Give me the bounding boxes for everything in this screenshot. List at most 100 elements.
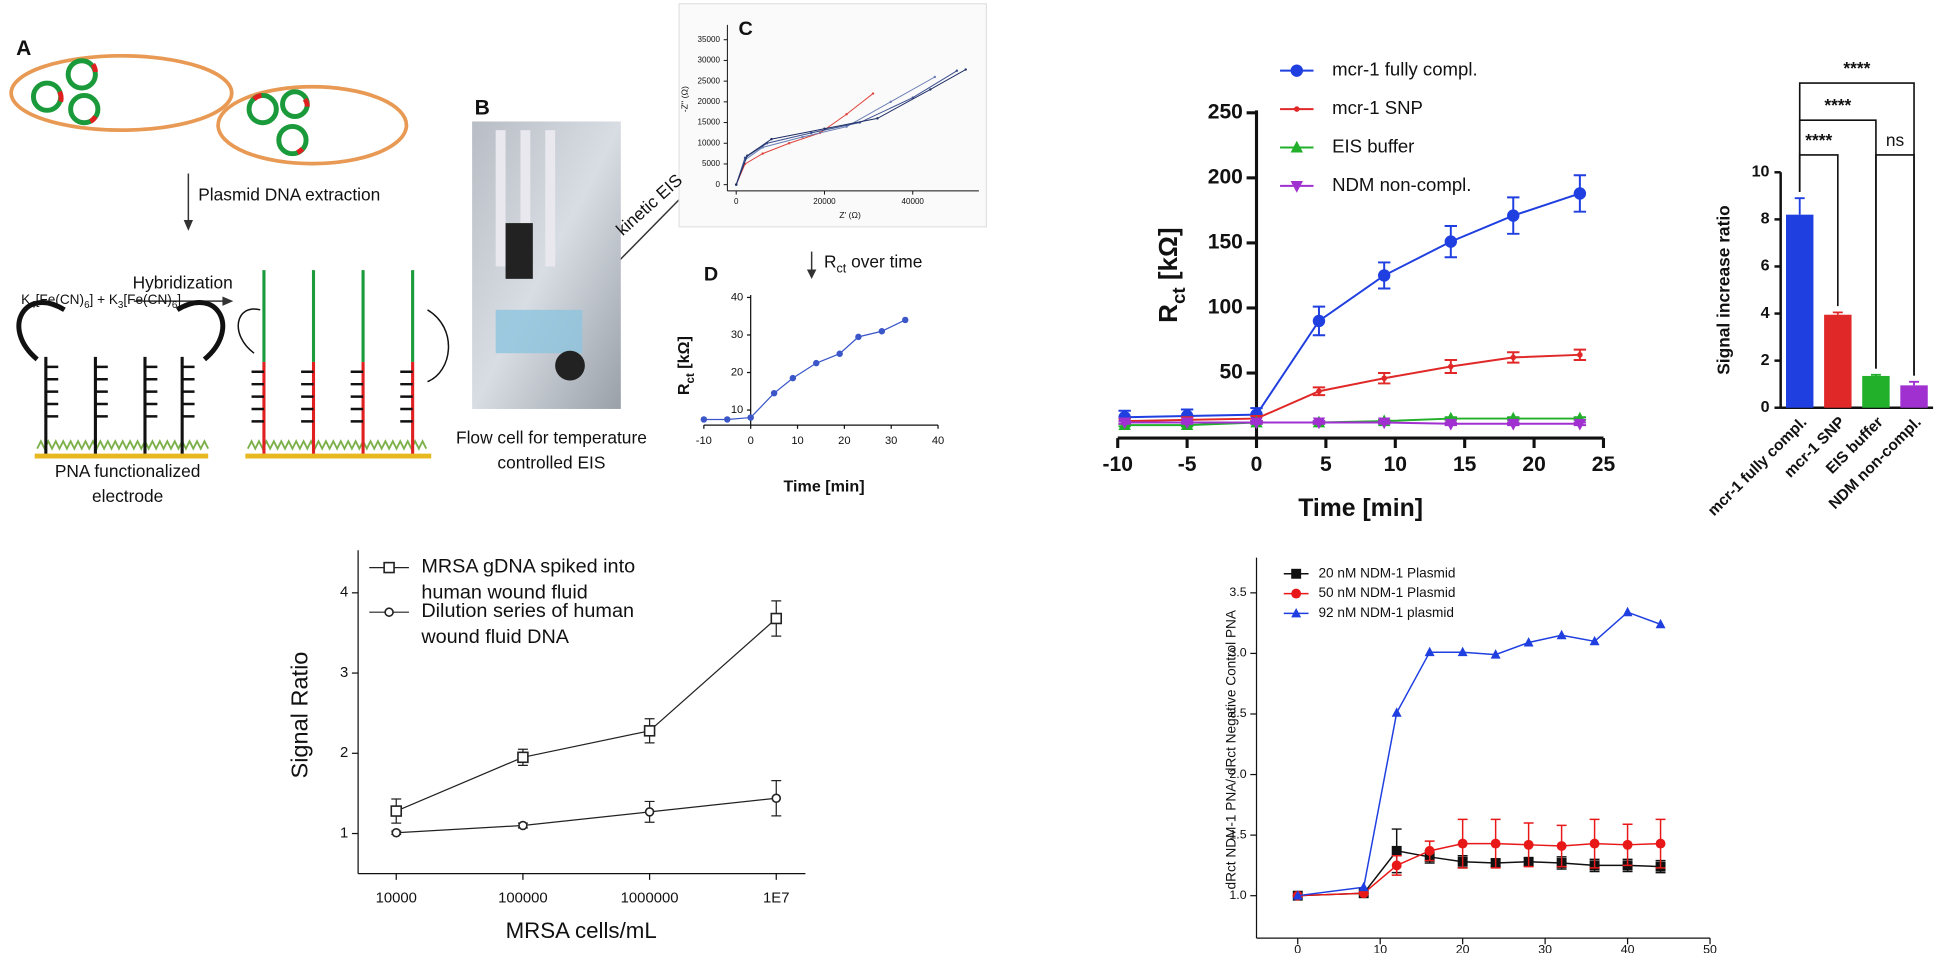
significance-label: **** [1824,95,1851,115]
text-part: over time [846,251,922,271]
significance-bracket [1798,82,1915,376]
y-axis-label: Rct [kΩ] [676,336,698,395]
marker [1391,845,1402,856]
series-line [396,618,777,812]
marker [1655,618,1666,629]
y-tick-label: 4 [340,585,348,601]
marker [770,612,783,625]
step-label: Rct over time [824,251,922,276]
y-tick-label: 5000 [702,159,720,168]
y-tick-label: 3.5 [1229,585,1246,599]
marker [929,88,932,91]
marker [1457,646,1468,657]
marker [1377,269,1391,282]
series-line [1124,353,1580,423]
marker [1589,635,1600,646]
legend-label: mcr-1 fully compl. [1332,59,1478,80]
y-tick-label: 30000 [698,56,721,65]
bar [1786,214,1814,408]
panel-label: D [704,263,718,285]
x-axis-label: Time [min] [1298,495,1423,522]
marker [955,69,959,73]
x-axis-label: Time [min] [784,477,865,495]
x-tick-label: 10 [1384,453,1407,476]
x-tick-label: 0 [1294,943,1301,953]
marker [1424,845,1435,856]
marker [1573,418,1587,431]
x-tick-label: 40000 [902,197,925,206]
text-part: R [676,383,694,395]
x-tick-label: 20 [1456,943,1470,953]
marker [1316,388,1322,395]
marker [1490,838,1501,849]
marker [1290,64,1303,77]
bar [1824,314,1852,408]
series-line [1124,192,1581,419]
x-tick-label: 50 [1703,943,1717,953]
marker [746,154,749,157]
significance-label: **** [1805,130,1832,150]
marker [518,820,528,831]
marker [823,127,826,130]
y-tick-label: 8 [1761,210,1770,228]
x-tick-label: 5 [1320,453,1332,476]
marker [1291,568,1302,579]
marker [1118,417,1131,430]
marker [1556,629,1567,640]
series-line [1124,421,1580,425]
y-tick-label: 100 [1208,296,1243,319]
x-axis-label: Z' (Ω) [839,210,861,220]
electrode-label: PNA functionalized electrode [54,461,201,506]
legend-label: EIS buffer [1332,135,1414,156]
marker [644,807,655,817]
x-tick-label: 40 [932,435,944,447]
text-part: 6 [172,300,178,311]
marker [383,561,395,574]
marker [1391,707,1402,717]
panel-label: B [475,97,490,120]
marker [1291,588,1302,599]
x-tick-label: -10 [1103,453,1133,476]
marker [1293,106,1300,112]
step-label: Plasmid DNA extraction [198,184,380,204]
marker [391,827,402,838]
text-part: ct [1168,287,1189,304]
marker [1523,637,1534,647]
y-tick-label: 35000 [698,35,721,44]
x-tick-label: 20 [1522,453,1545,476]
marker [1589,838,1600,849]
x-axis-label: MRSA cells/mL [506,918,657,943]
x-tick-label: 30 [885,435,897,447]
marker [734,183,738,186]
marker [770,137,773,141]
marker [1573,187,1587,200]
bar [1862,375,1890,408]
marker [517,751,529,764]
text-part: 6 [84,300,90,311]
x-tick-label: 0 [1251,453,1263,476]
y-tick-label: 40 [731,291,743,303]
legend-label: 50 nM NDM-1 Plasmid [1318,585,1455,600]
y-tick-label: 10 [1752,163,1770,181]
marker [1556,841,1567,851]
legend-label: Dilution series of human wound fluid DNA [421,601,635,649]
marker [1391,860,1402,871]
marker [1622,606,1633,617]
text-part: [kΩ] [676,336,694,373]
error-bar [1909,380,1919,386]
marker [700,416,708,423]
error-bar [1870,373,1881,376]
marker [789,374,797,382]
y-axis-label: -Z'' (Ω) [680,86,690,112]
marker [724,416,731,423]
marker [1444,418,1458,431]
y-tick-label: 20 [731,366,743,378]
series-line [1297,611,1661,897]
marker [761,152,764,155]
legend-label-box: Dilution series of human wound fluid DNA [421,601,635,649]
marker [1448,363,1454,370]
y-axis-label: Rct [kΩ] [1153,227,1190,322]
step-label: Hybridization [133,272,233,292]
panel-label: C [739,18,753,40]
panel-label: A [16,37,31,60]
